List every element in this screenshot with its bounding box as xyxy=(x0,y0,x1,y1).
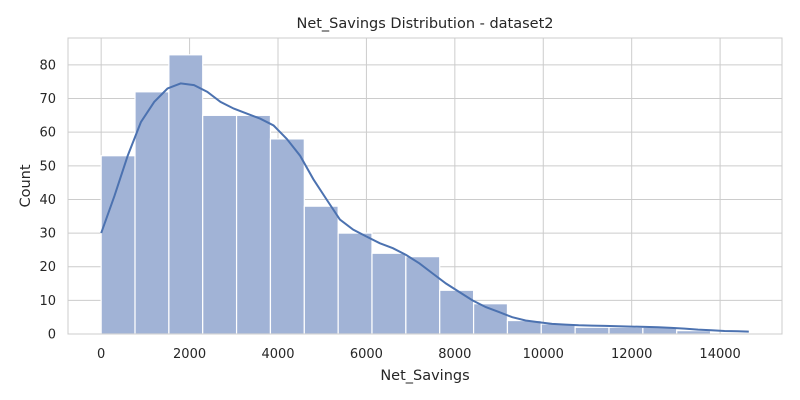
y-tick-label: 60 xyxy=(39,126,56,141)
x-tick-label: 10000 xyxy=(523,347,564,362)
histogram-bars xyxy=(100,54,712,335)
histogram-bar xyxy=(574,326,610,335)
histogram-bar xyxy=(371,252,407,335)
x-tick-label: 0 xyxy=(97,347,105,362)
y-tick-label: 70 xyxy=(39,92,56,107)
x-axis-label: Net_Savings xyxy=(380,368,469,384)
y-tick-label: 30 xyxy=(39,227,56,242)
histogram-bar xyxy=(303,205,339,335)
histogram-bar xyxy=(405,256,441,335)
y-tick-label: 50 xyxy=(39,159,56,174)
y-tick-label: 80 xyxy=(39,58,56,73)
x-tick-label: 6000 xyxy=(350,347,383,362)
histogram-bar xyxy=(608,326,644,335)
plot-frame xyxy=(67,37,783,335)
histogram-bar xyxy=(269,138,305,335)
histogram-bar xyxy=(168,54,204,335)
x-tick-label: 8000 xyxy=(438,347,471,362)
x-tick-label: 12000 xyxy=(611,347,652,362)
x-tick-label: 4000 xyxy=(261,347,294,362)
x-tick-label: 14000 xyxy=(699,347,740,362)
y-tick-label: 10 xyxy=(39,294,56,309)
y-tick-label: 20 xyxy=(39,260,56,275)
histogram-bar xyxy=(676,330,712,335)
x-axis-ticks: 0 2000 4000 6000 8000 10000 12000 14000 xyxy=(97,347,741,362)
histogram-bar xyxy=(235,114,272,335)
y-tick-label: 0 xyxy=(48,328,56,343)
chart-title: Net_Savings Distribution - dataset2 xyxy=(296,16,553,32)
kde-curve xyxy=(100,82,749,333)
y-axis-ticks: 0 10 20 30 40 50 60 70 80 xyxy=(39,58,56,342)
histogram-bar xyxy=(337,232,373,335)
y-tick-label: 40 xyxy=(39,193,56,208)
x-tick-label: 2000 xyxy=(173,347,206,362)
histogram-bar xyxy=(202,114,238,335)
histogram-bar xyxy=(134,91,170,335)
y-axis-label: Count xyxy=(18,164,34,207)
